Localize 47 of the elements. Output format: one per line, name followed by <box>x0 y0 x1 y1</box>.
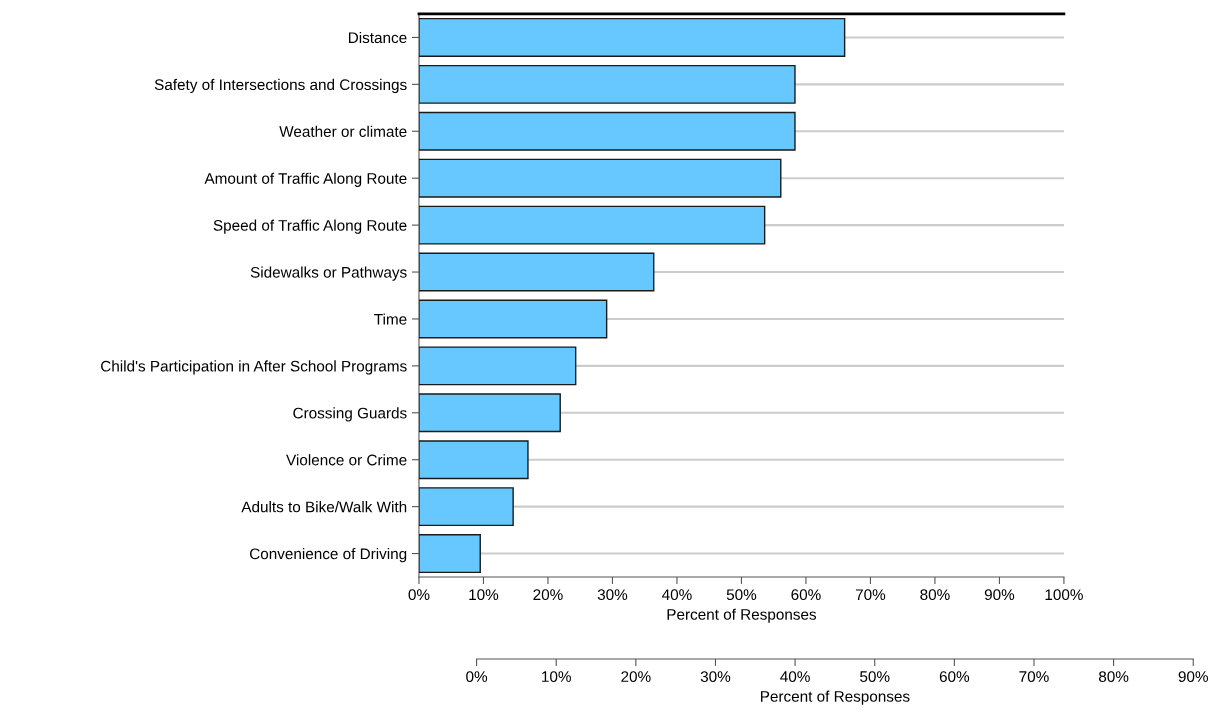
x-tick-label: 70% <box>855 589 886 601</box>
bar <box>418 158 782 198</box>
bar <box>418 534 481 574</box>
y-tick-label: Sidewalks or Pathways <box>250 266 407 281</box>
x-tick-label: 100% <box>1045 589 1083 601</box>
x2-tick-label: 70% <box>1019 671 1049 683</box>
bar <box>418 111 796 151</box>
y-tick-label: Speed of Traffic Along Route <box>213 219 407 234</box>
x2-tick-label: 20% <box>621 671 651 683</box>
y-tick-label: Child's Participation in After School Programs <box>101 360 407 375</box>
x-tick-label: 40% <box>662 589 692 601</box>
x2-tick-label: 60% <box>939 671 970 683</box>
y-tick-label: Adults to Bike/Walk With <box>241 501 407 513</box>
bar <box>418 299 608 339</box>
x2-axis-title: Percent of Responses <box>761 690 910 705</box>
x-tick-label: 80% <box>920 589 950 601</box>
bar <box>418 17 846 57</box>
x-tick-label: 50% <box>726 589 757 601</box>
y-tick-label: Convenience of Driving <box>249 548 407 563</box>
bar <box>418 64 796 104</box>
bar <box>418 205 766 245</box>
bar <box>418 393 561 433</box>
y-tick-label: Amount of Traffic Along Route <box>204 172 407 187</box>
y-tick-label: Safety of Intersections and Crossings <box>154 78 407 94</box>
x-axis-title: Percent of Responses <box>667 608 817 623</box>
x2-tick-label: 50% <box>860 671 890 683</box>
y-tick-label: Distance <box>348 31 407 44</box>
x-tick-label: 60% <box>791 589 821 601</box>
x2-tick-label: 40% <box>780 671 810 683</box>
y-tick-label: Crossing Guards <box>293 407 407 422</box>
x-tick-label: 0% <box>408 589 430 601</box>
x2-tick-label: 10% <box>542 671 571 683</box>
x-tick-label: 20% <box>533 589 563 601</box>
bar <box>418 346 577 386</box>
y-tick-label: Weather or climate <box>279 125 407 137</box>
x2-tick-label: 80% <box>1098 671 1129 683</box>
y-tick-label: Time <box>374 313 407 325</box>
bar <box>418 487 514 527</box>
y-tick-label: Violence or Crime <box>286 454 407 466</box>
x-tick-label: 10% <box>469 589 499 601</box>
x2-tick-label: 90% <box>1178 671 1208 683</box>
x-tick-label: 90% <box>984 589 1015 601</box>
x2-tick-label: 0% <box>466 671 488 683</box>
bar <box>418 252 655 292</box>
bar <box>418 440 529 480</box>
x-tick-label: 30% <box>597 589 628 601</box>
x2-tick-label: 30% <box>700 671 731 683</box>
